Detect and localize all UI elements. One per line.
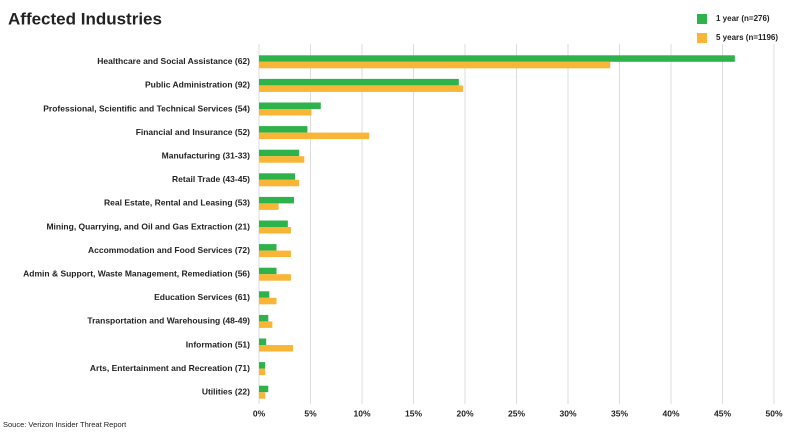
bar bbox=[259, 392, 266, 399]
bar bbox=[259, 203, 279, 210]
bar bbox=[259, 126, 308, 133]
x-tick-label: 50% bbox=[765, 408, 782, 418]
x-tick-label: 10% bbox=[353, 408, 370, 418]
bar bbox=[259, 156, 305, 163]
x-tick-label: 30% bbox=[559, 408, 576, 418]
x-tick-label: 35% bbox=[611, 408, 628, 418]
bar bbox=[259, 368, 266, 376]
bar bbox=[259, 244, 277, 251]
bar bbox=[259, 173, 296, 180]
bar bbox=[259, 227, 291, 234]
y-tick-label: Arts, Entertainment and Recreation (71) bbox=[90, 363, 250, 373]
y-tick-label: Financial and Insurance (52) bbox=[136, 127, 250, 137]
y-tick-label: Real Estate, Rental and Leasing (53) bbox=[104, 198, 250, 208]
bar bbox=[259, 321, 273, 328]
bar bbox=[259, 274, 291, 281]
bar bbox=[259, 250, 291, 258]
bar bbox=[259, 61, 611, 69]
y-tick-label: Mining, Quarrying, and Oil and Gas Extra… bbox=[46, 221, 250, 231]
y-tick-label: Retail Trade (43-45) bbox=[172, 174, 250, 184]
bar bbox=[259, 267, 277, 275]
source-note: Souce: Verizon Insider Threat Report bbox=[3, 420, 127, 429]
y-tick-label: Public Administration (92) bbox=[145, 80, 250, 90]
x-tick-label: 20% bbox=[456, 408, 473, 418]
bar bbox=[259, 149, 300, 157]
bar bbox=[259, 297, 277, 305]
bar bbox=[259, 338, 267, 345]
x-tick-label: 15% bbox=[405, 408, 422, 418]
legend-label: 1 year (n=276) bbox=[716, 14, 770, 23]
bar bbox=[259, 385, 269, 393]
bar bbox=[259, 314, 269, 322]
bar bbox=[259, 132, 370, 140]
y-tick-label: Manufacturing (31-33) bbox=[162, 150, 250, 160]
x-tick-label: 0% bbox=[253, 408, 266, 418]
bar bbox=[259, 102, 321, 109]
y-tick-label: Accommodation and Food Services (72) bbox=[88, 245, 250, 255]
x-tick-label: 25% bbox=[508, 408, 525, 418]
legend-label: 5 years (n=1196) bbox=[716, 33, 778, 42]
legend-swatch bbox=[697, 14, 707, 24]
bar bbox=[259, 362, 266, 369]
bar bbox=[259, 85, 463, 92]
bar bbox=[259, 291, 270, 298]
bar bbox=[259, 196, 295, 204]
bar bbox=[259, 55, 735, 62]
y-tick-label: Professional, Scientific and Technical S… bbox=[43, 103, 250, 113]
bar bbox=[259, 78, 459, 86]
y-tick-label: Information (51) bbox=[186, 339, 250, 349]
bar bbox=[259, 220, 288, 227]
y-tick-label: Admin & Support, Waste Management, Remed… bbox=[23, 268, 250, 278]
y-tick-label: Education Services (61) bbox=[154, 292, 250, 302]
chart-title: Affected Industries bbox=[8, 9, 162, 28]
bar bbox=[259, 179, 300, 187]
y-tick-label: Utilities (22) bbox=[202, 386, 250, 396]
x-tick-label: 45% bbox=[714, 408, 731, 418]
x-tick-label: 5% bbox=[304, 408, 317, 418]
y-tick-label: Healthcare and Social Assistance (62) bbox=[97, 56, 250, 66]
legend-swatch bbox=[697, 33, 707, 43]
x-tick-label: 40% bbox=[662, 408, 679, 418]
bar bbox=[259, 109, 312, 116]
y-tick-label: Transportation and Warehousing (48-49) bbox=[87, 316, 250, 326]
bar bbox=[259, 345, 293, 352]
